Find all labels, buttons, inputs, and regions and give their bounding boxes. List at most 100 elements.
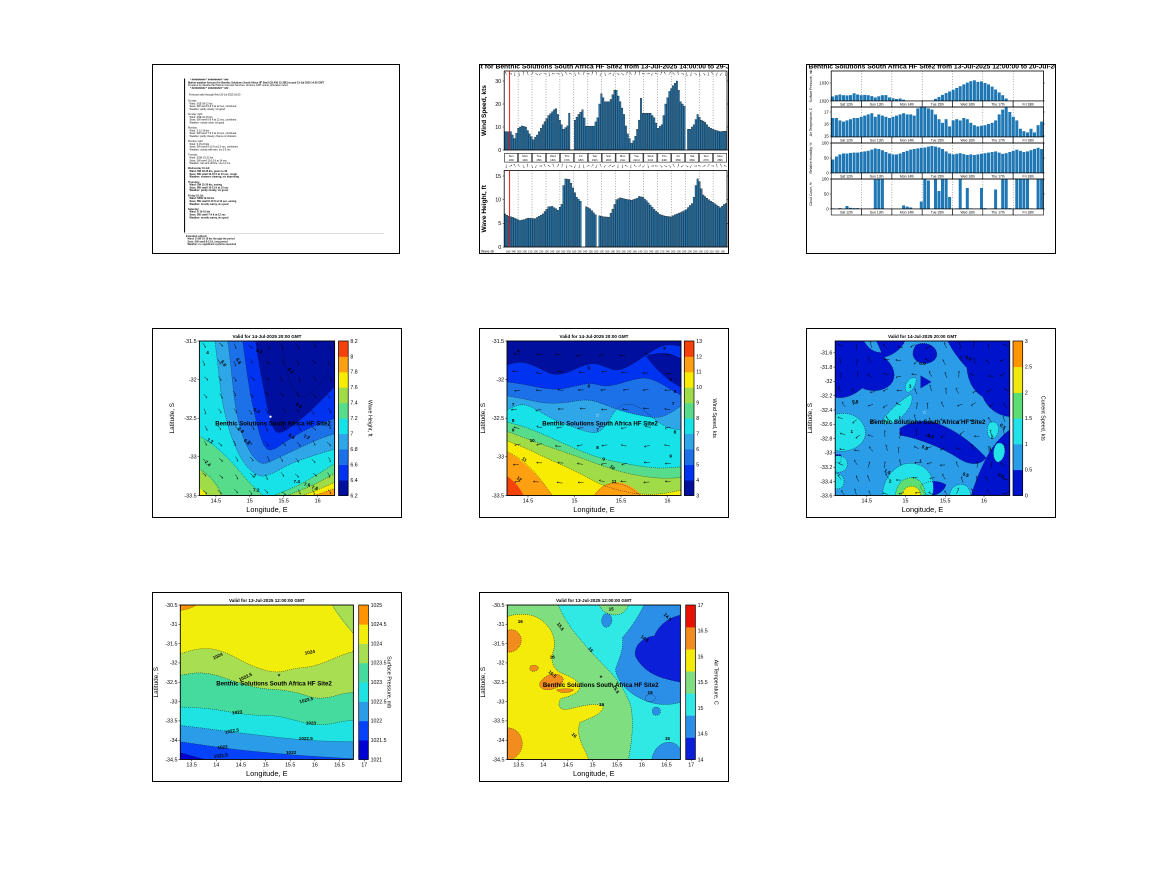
svg-text:7.2: 7.2 [206,437,214,444]
svg-text:14.5: 14.5 [698,732,708,738]
svg-text:-33.5: -33.5 [492,719,504,725]
svg-text:5: 5 [498,221,501,227]
svg-text:1022.5: 1022.5 [299,736,313,741]
svg-text:9: 9 [696,401,699,407]
svg-text:3: 3 [696,493,699,499]
svg-text:300: 300 [517,250,522,254]
svg-text:15: 15 [587,646,594,653]
svg-text:Weather: rain and drizzle, vis: Weather: rain and drizzle, vis 2-4 nm [190,162,231,165]
svg-text:16: 16 [698,654,704,660]
svg-text:14.5: 14.5 [236,763,247,769]
svg-text:Weather: partly cloudy, chance: Weather: partly cloudy, chance of shower… [190,135,238,138]
svg-text:15: 15 [572,499,578,505]
svg-text:Fri 18th: Fri 18th [1023,102,1035,106]
svg-text:3: 3 [1025,339,1028,345]
svg-text:1020: 1020 [819,99,829,104]
svg-text:☆: ☆ [922,410,927,416]
svg-text:2: 2 [1025,390,1028,396]
svg-text:300: 300 [605,250,610,254]
svg-text:-31: -31 [170,622,178,628]
svg-text:Prepared by WeatherNet Marine: Prepared by WeatherNet Marine Forecast S… [188,84,288,87]
svg-text:Benthic Solutions South Africa: Benthic Solutions South Africa HF Site2 [870,419,986,426]
svg-text:30: 30 [495,79,501,85]
svg-text:1: 1 [909,383,912,388]
svg-text:340: 340 [649,250,654,254]
svg-text:11: 11 [612,479,617,484]
svg-text:5: 5 [588,366,591,371]
svg-text:17: 17 [361,763,367,769]
svg-text:0.5: 0.5 [919,361,926,366]
svg-text:25th: 25th [676,158,682,162]
svg-text:Tue 15th: Tue 15th [931,210,944,214]
svg-text:180: 180 [506,250,511,254]
svg-text:1: 1 [919,458,922,463]
svg-text:-32: -32 [496,377,504,383]
svg-text:15: 15 [665,736,671,741]
svg-text:4: 4 [662,345,667,351]
svg-text:Seas: SW swell 6-8 ft at 12: Seas: SW swell 6-8 ft at 12 sec, combine… [190,119,237,122]
svg-text:1024: 1024 [371,641,383,647]
svg-text:Forecast for Benthic Solutions: Forecast for Benthic Solutions South Afr… [479,64,729,70]
svg-text:Valid for 14-Jul-2025 20:00 GM: Valid for 14-Jul-2025 20:00 GMT [233,334,302,339]
svg-text:Tuesday:: Tuesday: [188,154,198,157]
svg-text:210: 210 [644,250,649,254]
svg-text:270: 270 [660,250,665,254]
svg-text:1022.5: 1022.5 [371,699,387,705]
svg-text:Marine weather forecast for Be: Marine weather forecast for Benthic Solu… [188,81,324,84]
svg-text:10: 10 [609,464,616,471]
svg-text:20: 20 [495,102,501,108]
svg-text:Surface Pressure, mb: Surface Pressure, mb [809,69,813,102]
svg-text:Saturday:: Saturday: [188,208,199,211]
svg-text:26th: 26th [689,158,695,162]
svg-text:Tue: Tue [537,154,542,158]
svg-text:16: 16 [315,499,321,505]
svg-text:5: 5 [674,389,677,394]
svg-text:Weather: mostly sunny, vis goo: Weather: mostly sunny, vis good [190,203,229,206]
svg-text:6.6: 6.6 [235,357,243,365]
svg-text:14: 14 [540,763,546,769]
svg-text:6.6: 6.6 [350,462,357,468]
svg-text:Mon 14th: Mon 14th [900,138,914,142]
svg-text:-32: -32 [825,379,833,385]
svg-text:100: 100 [699,250,704,254]
svg-text:150: 150 [589,250,594,254]
svg-text:-33.4: -33.4 [820,479,832,485]
svg-text:Longitude, E: Longitude, E [573,769,615,778]
svg-text:Mon 14th: Mon 14th [900,174,914,178]
svg-text:0.5: 0.5 [852,399,859,404]
svg-text:Sat 12th: Sat 12th [840,138,853,142]
svg-text:Sun 13th: Sun 13th [870,210,884,214]
svg-text:6.8: 6.8 [288,432,296,440]
svg-text:Thu 17th: Thu 17th [991,210,1004,214]
svg-text:1022: 1022 [286,750,297,755]
svg-text:11: 11 [521,456,528,463]
svg-text:300: 300 [616,250,621,254]
svg-text:1022: 1022 [371,719,383,725]
svg-text:9: 9 [669,454,672,459]
svg-text:Seas: SW swell 7-9 ft at 13: Seas: SW swell 7-9 ft at 13 sec, combine… [190,132,237,135]
svg-text:230: 230 [539,250,544,254]
svg-text:1022.5: 1022.5 [225,727,240,734]
svg-text:Monday night:: Monday night: [188,140,204,143]
svg-text:-33: -33 [170,699,178,705]
svg-text:Mon: Mon [717,154,723,158]
svg-text:Weather: cloudy with rain, vis: Weather: cloudy with rain, vis 3-5 nm [190,149,231,152]
svg-text:Latitude, S: Latitude, S [480,403,487,434]
svg-text:16.5: 16.5 [547,669,557,679]
svg-text:22nd: 22nd [633,158,640,162]
svg-text:Sat 12th: Sat 12th [840,102,853,106]
svg-text:150: 150 [655,250,660,254]
svg-text:-31.8: -31.8 [820,365,832,371]
svg-text:2.5: 2.5 [1025,365,1032,371]
svg-text:150: 150 [545,250,550,254]
svg-text:-34: -34 [170,738,178,744]
svg-text:200: 200 [688,250,693,254]
svg-text:1.5: 1.5 [883,468,891,476]
svg-text:Wind: SSW 15-22 kts: Wind: SSW 15-22 kts [190,157,215,160]
svg-text:18th: 18th [578,158,584,162]
svg-text:-32.5: -32.5 [492,416,504,422]
svg-text:2: 2 [889,478,892,483]
svg-text:-33: -33 [496,455,504,461]
svg-text:Wind Speed, kts: Wind Speed, kts [481,85,488,136]
svg-text:4: 4 [206,350,209,355]
